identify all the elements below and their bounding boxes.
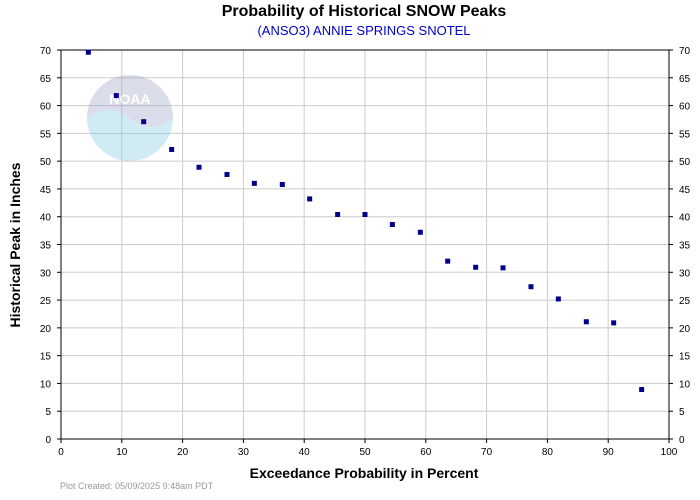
y-tick-label-right: 50 — [679, 157, 691, 168]
data-point — [85, 49, 91, 55]
data-point — [224, 171, 230, 177]
noaa-logo: NOAA — [87, 75, 173, 161]
x-tick-label: 20 — [177, 447, 189, 458]
y-tick-label-left: 45 — [40, 185, 52, 196]
y-tick-label-right: 65 — [679, 74, 691, 85]
y-tick-label-right: 30 — [679, 268, 691, 279]
y-tick-label-left: 25 — [40, 296, 52, 307]
data-point — [445, 258, 451, 264]
gridlines — [61, 50, 669, 439]
data-point — [500, 265, 506, 271]
chart-subtitle: (ANSO3) ANNIE SPRINGS SNOTEL — [257, 23, 470, 38]
y-tick-label-left: 55 — [40, 129, 52, 140]
data-point — [389, 221, 395, 227]
data-point — [251, 180, 257, 186]
y-tick-label-right: 45 — [679, 185, 691, 196]
data-point — [473, 264, 479, 270]
y-tick-label-right: 60 — [679, 102, 691, 113]
data-point — [196, 164, 202, 170]
data-point — [583, 319, 589, 325]
y-tick-label-right: 40 — [679, 213, 691, 224]
data-point — [417, 229, 423, 235]
y-tick-label-left: 30 — [40, 268, 52, 279]
y-tick-label-left: 0 — [45, 435, 51, 446]
data-point — [113, 93, 119, 99]
y-tick-label-left: 20 — [40, 324, 52, 335]
x-tick-label: 40 — [299, 447, 311, 458]
data-points — [85, 49, 645, 393]
chart-title: Probability of Historical SNOW Peaks — [222, 3, 507, 20]
y-tick-label-left: 50 — [40, 157, 52, 168]
y-tick-label-right: 10 — [679, 379, 691, 390]
y-tick-label-right: 5 — [679, 407, 685, 418]
y-tick-label-right: 0 — [679, 435, 685, 446]
x-tick-label: 60 — [420, 447, 432, 458]
logo-text: NOAA — [109, 91, 150, 107]
y-tick-label-left: 15 — [40, 352, 52, 363]
y-tick-label-left: 40 — [40, 213, 52, 224]
x-tick-label: 30 — [238, 447, 250, 458]
data-point — [555, 296, 561, 302]
x-tick-label: 50 — [359, 447, 371, 458]
y-axis-label: Historical Peak in Inches — [7, 162, 23, 327]
data-point — [335, 211, 341, 217]
y-tick-label-right: 15 — [679, 352, 691, 363]
data-point — [141, 119, 147, 125]
y-tick-label-right: 25 — [679, 296, 691, 307]
data-point — [528, 284, 534, 290]
x-tick-label: 90 — [603, 447, 615, 458]
data-point — [307, 196, 313, 202]
data-point — [639, 387, 645, 393]
plot-created-note: Plot Created: 05/09/2025 9:48am PDT — [60, 481, 214, 491]
data-point — [279, 181, 285, 187]
y-tick-label-left: 60 — [40, 102, 52, 113]
y-tick-label-left: 70 — [40, 46, 52, 57]
x-tick-label: 70 — [481, 447, 493, 458]
x-axis-label: Exceedance Probability in Percent — [250, 465, 479, 481]
y-tick-label-left: 35 — [40, 241, 52, 252]
x-tick-label: 80 — [542, 447, 554, 458]
data-point — [362, 211, 368, 217]
y-tick-label-right: 55 — [679, 129, 691, 140]
y-tick-label-left: 65 — [40, 74, 52, 85]
y-tick-label-right: 35 — [679, 241, 691, 252]
x-tick-label: 100 — [661, 447, 678, 458]
y-tick-label-right: 70 — [679, 46, 691, 57]
data-point — [611, 320, 617, 326]
x-tick-label: 10 — [116, 447, 128, 458]
y-tick-label-right: 20 — [679, 324, 691, 335]
data-point — [169, 146, 175, 152]
x-tick-label: 0 — [58, 447, 64, 458]
y-tick-label-left: 10 — [40, 379, 52, 390]
y-tick-label-left: 5 — [45, 407, 51, 418]
